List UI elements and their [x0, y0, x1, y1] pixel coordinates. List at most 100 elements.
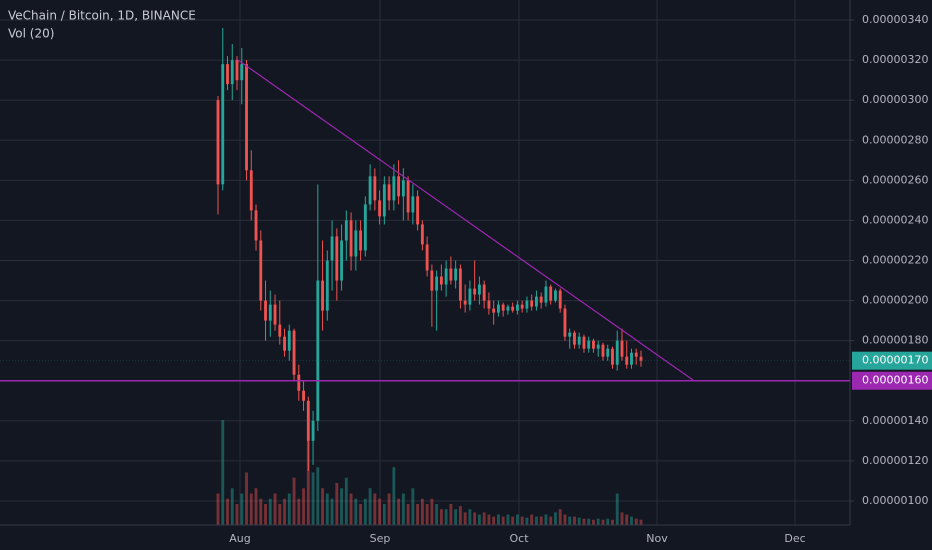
volume-bar — [378, 498, 382, 525]
volume-bar — [511, 516, 515, 525]
volume-bar — [473, 512, 477, 525]
y-tick-label: 0.00000280 — [862, 133, 928, 146]
volume-bar — [330, 498, 334, 525]
volume-bar — [321, 488, 324, 525]
volume-bar — [549, 516, 553, 525]
candle-body — [297, 374, 301, 391]
chart-title: VeChain / Bitcoin, 1D, BINANCE — [8, 9, 196, 23]
candle-body — [302, 390, 305, 401]
volume-bar — [368, 488, 372, 525]
candle-body — [397, 176, 401, 197]
candle-body — [435, 276, 439, 291]
x-tick-label: Oct — [509, 532, 529, 545]
trendline — [237, 59, 694, 381]
candle-body — [235, 60, 239, 81]
volume-bar — [382, 504, 386, 525]
volume-bar — [392, 467, 396, 525]
candle-body — [520, 304, 524, 309]
volume-bar — [397, 498, 401, 525]
volume-bar — [454, 509, 458, 525]
candle-body — [316, 280, 320, 421]
volume-bar — [477, 514, 481, 525]
x-tick-label: Aug — [229, 532, 250, 545]
candle-body — [354, 230, 358, 257]
candle-body — [268, 304, 272, 321]
volume-bar — [216, 493, 220, 525]
candle-body — [639, 356, 643, 361]
volume-bar — [425, 504, 429, 525]
candle-body — [306, 400, 310, 441]
volume-bar — [297, 498, 301, 525]
hline-price-label: 0.00000160 — [862, 374, 928, 387]
volume-bar — [387, 493, 391, 525]
volume-bar — [430, 498, 434, 525]
volume-bar — [316, 467, 320, 525]
candle-body — [563, 308, 567, 337]
volume-bar — [492, 516, 496, 525]
y-tick-label: 0.00000300 — [862, 93, 928, 106]
candle-body — [634, 352, 638, 357]
volume-bar — [226, 498, 229, 525]
volume-bar — [359, 504, 363, 525]
candle-body — [292, 330, 296, 375]
candle-body — [264, 300, 267, 321]
volume-bar — [611, 519, 614, 525]
candle-body — [587, 340, 591, 349]
candle-body — [463, 300, 467, 305]
volume-bar — [516, 514, 519, 525]
candle-body — [577, 336, 581, 345]
candle-body — [606, 348, 610, 357]
candle-body — [283, 336, 286, 351]
candle-body — [325, 260, 329, 311]
last-price-label: 0.00000170 — [862, 354, 928, 367]
volume-bar — [411, 488, 415, 525]
candle-body — [249, 170, 253, 211]
candle-body — [245, 64, 248, 171]
volume-bar — [615, 493, 619, 525]
volume-bar — [639, 519, 643, 525]
volume-bar — [278, 504, 282, 525]
volume-bar — [463, 512, 467, 525]
candle-body — [439, 276, 443, 285]
y-tick-label: 0.00000180 — [862, 334, 928, 347]
candle-body — [487, 300, 491, 309]
volume-bar — [349, 493, 353, 525]
candle-body — [620, 340, 624, 357]
candle-body — [492, 308, 496, 313]
volume-bar — [235, 504, 239, 525]
volume-bar — [335, 483, 339, 525]
candle-body — [420, 224, 424, 245]
candle-body — [454, 268, 458, 281]
candle-body — [530, 300, 534, 307]
volume-bar — [230, 488, 234, 525]
volume-bar — [435, 504, 439, 525]
volume-legend: Vol (20) — [8, 27, 54, 41]
candle-body — [468, 288, 472, 305]
volume-bar — [506, 514, 510, 525]
candle-body — [516, 304, 519, 311]
volume-bar — [401, 493, 405, 525]
volume-bar — [606, 518, 610, 525]
candle-body — [425, 244, 429, 271]
volume-bar — [264, 504, 267, 525]
volume-bar — [487, 514, 491, 525]
volume-bar — [449, 504, 453, 525]
volume-bar — [259, 498, 263, 525]
y-tick-label: 0.00000340 — [862, 13, 928, 26]
volume-bar — [268, 498, 272, 525]
candle-body — [411, 196, 415, 213]
volume-bar — [287, 493, 291, 525]
volume-bar — [634, 518, 638, 525]
candle-body — [568, 332, 572, 337]
volume-bar — [535, 516, 538, 525]
volume-bar — [363, 498, 367, 525]
candle-body — [221, 64, 225, 185]
candle-body — [335, 236, 339, 281]
candle-body — [506, 306, 510, 311]
candle-body — [582, 336, 586, 349]
candle-body — [473, 288, 477, 295]
volume-layer — [216, 420, 643, 525]
hline-price-tag — [852, 371, 932, 390]
